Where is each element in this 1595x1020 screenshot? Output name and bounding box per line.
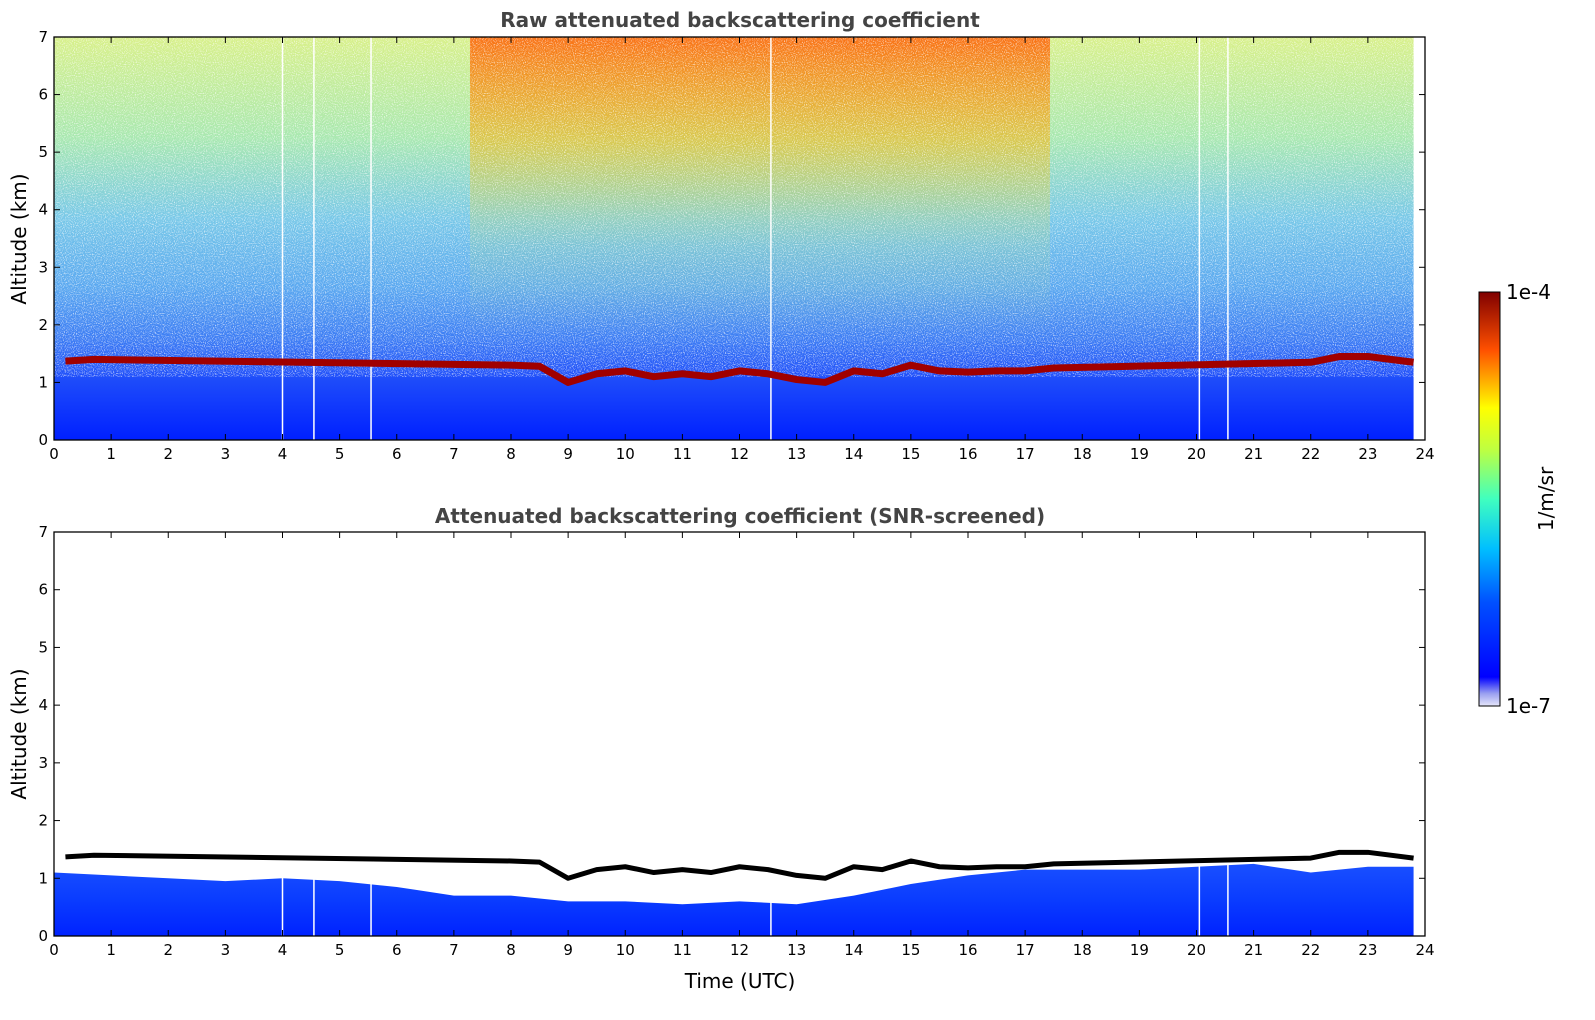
x-tick-label: 23 (1358, 941, 1377, 959)
x-tick-label: 18 (1073, 941, 1092, 959)
screened-cloud-layer (65, 849, 1414, 881)
x-tick-label: 3 (221, 941, 231, 959)
raw-chart-title: Raw attenuated backscattering coefficien… (500, 8, 980, 32)
x-tick-label: 11 (673, 445, 692, 463)
x-tick-label: 10 (616, 445, 635, 463)
x-axis-label: Time (UTC) (684, 969, 796, 993)
y-tick-label: 0 (38, 431, 48, 449)
y-tick-label: 5 (38, 638, 48, 656)
x-tick-label: 4 (278, 445, 288, 463)
x-tick-label: 5 (335, 941, 345, 959)
x-tick-label: 14 (844, 941, 863, 959)
screened-x-ticks: 0 1 2 3 4 5 6 7 8 9 10 11 12 13 14 15 16 17 18 19 20 21 22 23 24 (49, 532, 1435, 959)
x-tick-label: 0 (49, 941, 59, 959)
colorbar-min-label: 1e-7 (1506, 694, 1551, 718)
x-tick-label: 6 (392, 941, 402, 959)
screened-backscatter-panel: 0 1 2 3 4 5 6 7 8 9 10 11 12 13 14 15 16 17 18 19 20 21 22 23 24… (7, 504, 1435, 993)
screened-boundary-layer (54, 863, 1414, 936)
x-tick-label: 17 (1016, 941, 1035, 959)
x-tick-label: 4 (278, 941, 288, 959)
x-tick-label: 2 (163, 941, 173, 959)
raw-y-axis-label: Altitude (km) (7, 173, 31, 304)
y-tick-label: 1 (38, 869, 48, 887)
x-tick-label: 15 (901, 445, 920, 463)
x-tick-label: 12 (730, 445, 749, 463)
x-tick-label: 1 (106, 445, 116, 463)
y-tick-label: 4 (38, 696, 48, 714)
x-tick-label: 22 (1301, 445, 1320, 463)
x-tick-label: 20 (1187, 941, 1206, 959)
raw-y-ticks: 0 1 2 3 4 5 6 7 (38, 28, 1425, 449)
x-tick-label: 20 (1187, 445, 1206, 463)
x-tick-label: 15 (901, 941, 920, 959)
raw-noise-speckle (54, 37, 1414, 377)
y-tick-label: 7 (38, 523, 48, 541)
x-tick-label: 16 (958, 445, 977, 463)
x-tick-label: 3 (221, 445, 231, 463)
x-tick-label: 10 (616, 941, 635, 959)
x-tick-label: 16 (958, 941, 977, 959)
colorbar-unit-label: 1/m/sr (1534, 466, 1558, 531)
x-tick-label: 6 (392, 445, 402, 463)
x-tick-label: 5 (335, 445, 345, 463)
x-tick-label: 21 (1244, 941, 1263, 959)
x-tick-label: 14 (844, 445, 863, 463)
screened-y-ticks: 0 1 2 3 4 5 6 7 (38, 523, 1425, 945)
x-tick-label: 13 (787, 445, 806, 463)
x-tick-label: 2 (163, 445, 173, 463)
y-tick-label: 6 (38, 86, 48, 104)
x-tick-label: 8 (506, 941, 516, 959)
y-tick-label: 2 (38, 812, 48, 830)
raw-backscatter-panel: 0 1 2 3 4 5 6 7 8 9 10 11 12 13 14 15 16 17 18 19 20 21 22 23 24… (7, 8, 1435, 463)
x-tick-label: 7 (449, 445, 459, 463)
screened-y-axis-label: Altitude (km) (7, 668, 31, 799)
y-tick-label: 5 (38, 143, 48, 161)
x-tick-label: 1 (106, 941, 116, 959)
y-tick-label: 1 (38, 373, 48, 391)
y-tick-label: 0 (38, 927, 48, 945)
y-tick-label: 2 (38, 316, 48, 334)
y-tick-label: 3 (38, 258, 48, 276)
raw-x-ticks: 0 1 2 3 4 5 6 7 8 9 10 11 12 13 14 15 16 17 18 19 20 21 22 23 24 (49, 37, 1435, 463)
x-tick-label: 11 (673, 941, 692, 959)
x-tick-label: 18 (1073, 445, 1092, 463)
x-tick-label: 24 (1415, 445, 1434, 463)
x-tick-label: 9 (563, 941, 573, 959)
x-tick-label: 13 (787, 941, 806, 959)
screened-chart-title: Attenuated backscattering coefficient (S… (435, 504, 1045, 528)
x-tick-label: 24 (1415, 941, 1434, 959)
y-tick-label: 3 (38, 754, 48, 772)
x-tick-label: 8 (506, 445, 516, 463)
y-tick-label: 6 (38, 581, 48, 599)
x-tick-label: 0 (49, 445, 59, 463)
x-tick-label: 21 (1244, 445, 1263, 463)
y-tick-label: 7 (38, 28, 48, 46)
colorbar: 1e-4 1e-7 1/m/sr (1478, 280, 1558, 718)
x-tick-label: 17 (1016, 445, 1035, 463)
colorbar-gradient (1478, 291, 1501, 707)
x-tick-label: 9 (563, 445, 573, 463)
x-tick-label: 22 (1301, 941, 1320, 959)
x-tick-label: 7 (449, 941, 459, 959)
x-tick-label: 23 (1358, 445, 1377, 463)
cloud-layer (65, 353, 1415, 386)
x-tick-label: 19 (1130, 941, 1149, 959)
x-tick-label: 12 (730, 941, 749, 959)
x-tick-label: 19 (1130, 445, 1149, 463)
y-tick-label: 4 (38, 201, 48, 219)
colorbar-max-label: 1e-4 (1506, 280, 1551, 304)
